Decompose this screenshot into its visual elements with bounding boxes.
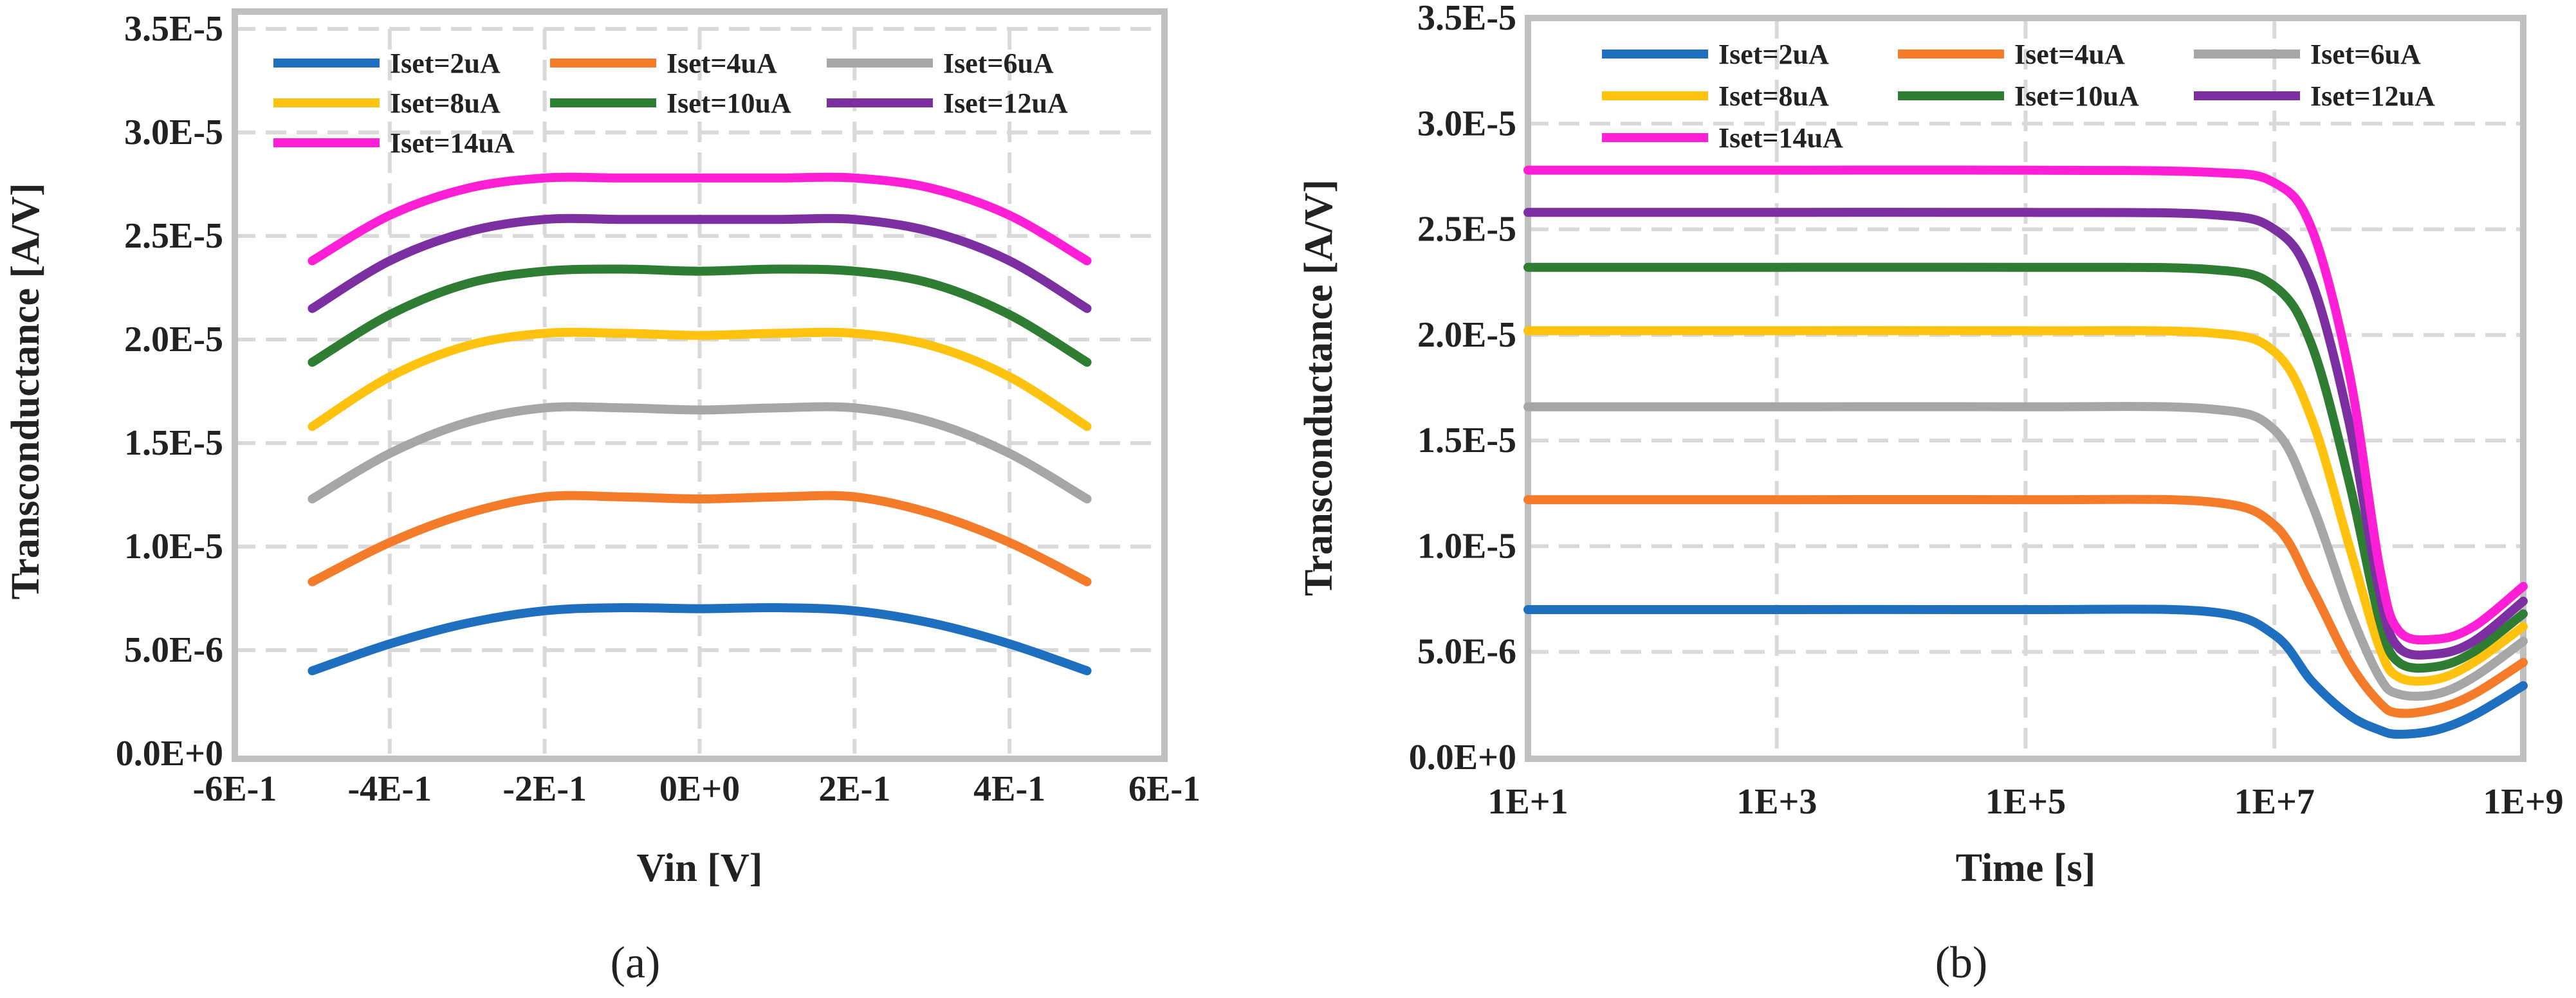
legend-label: Iset=10uA	[2014, 80, 2139, 112]
panel-b-transconductance-vs-time: 0.0E+0 5.0E-6 1.0E-5 1.5E-5 2.0E-5 2.5E-5 3.0E…	[1297, 0, 2564, 988]
legend-label: Iset=2uA	[390, 48, 501, 79]
panel-label: (b)	[1935, 938, 1988, 988]
y-tick-label: 2.5E-5	[124, 216, 223, 256]
legend-label: Iset=4uA	[2014, 39, 2125, 70]
series-line-iset-14ua	[1523, 165, 2528, 645]
series-line-iset-6ua	[1523, 402, 2528, 701]
x-tick-label: 6E-1	[1128, 769, 1201, 809]
legend-label: Iset=6uA	[943, 48, 1054, 79]
legend-label: Iset=4uA	[667, 48, 777, 79]
y-tick-label: 0.0E+0	[116, 734, 223, 774]
x-axis-title: Time [s]	[1956, 846, 2096, 890]
legend-label: Iset=2uA	[1718, 39, 1829, 70]
series-line-iset-10ua	[308, 264, 1092, 367]
legend-label: Iset=14uA	[1718, 122, 1843, 154]
x-tick-label: 1E+7	[2234, 782, 2315, 822]
y-tick-label: 1.0E-5	[124, 527, 223, 567]
plot-frame	[232, 8, 1168, 762]
y-tick-label: 5.0E-6	[124, 630, 223, 670]
x-tick-label: 1E+3	[1736, 782, 1817, 822]
legend-label: Iset=12uA	[943, 87, 1068, 119]
y-tick-label: 2.0E-5	[124, 320, 223, 359]
series-line-iset-4ua	[1523, 494, 2528, 718]
legend-label: Iset=6uA	[2310, 39, 2421, 70]
x-tick-label: -6E-1	[193, 769, 277, 809]
plot-frame	[1525, 15, 2526, 762]
y-tick-label: 5.0E-6	[1417, 632, 1516, 672]
y-tick-label: 1.5E-5	[124, 423, 223, 463]
y-tick-label: 2.5E-5	[1417, 210, 1516, 250]
legend-label: Iset=12uA	[2310, 80, 2435, 112]
series-line-iset-8ua	[1523, 326, 2528, 686]
y-tick-label: 3.5E-5	[1417, 0, 1516, 38]
series-line-iset-12ua	[1523, 208, 2528, 660]
y-tick-label: 0.0E+0	[1409, 738, 1516, 777]
y-tick-label: 1.5E-5	[1417, 421, 1516, 460]
panel-a-transconductance-vs-vin: 0.0E+0 5.0E-6 1.0E-5 1.5E-5 2.0E-5 2.5E-5 3.0E…	[4, 8, 1201, 988]
y-tick-label: 2.0E-5	[1417, 315, 1516, 355]
y-tick-label: 3.0E-5	[1417, 104, 1516, 143]
x-axis-title: Vin [V]	[637, 846, 763, 890]
x-tick-label: -4E-1	[348, 769, 432, 809]
y-tick-label: 3.0E-5	[124, 113, 223, 152]
series-line-iset-12ua	[308, 213, 1092, 313]
x-tick-label: 2E-1	[818, 769, 890, 809]
series-line-iset-2ua	[1523, 604, 2528, 739]
series-line-iset-2ua	[308, 603, 1092, 676]
legend-label: Iset=8uA	[390, 87, 501, 119]
x-tick-label: 4E-1	[973, 769, 1045, 809]
series-line-iset-8ua	[308, 327, 1092, 431]
series-line-iset-4ua	[308, 491, 1092, 586]
legend-label: Iset=8uA	[1718, 80, 1829, 112]
legend-label: Iset=10uA	[667, 87, 791, 119]
series-line-iset-10ua	[1523, 262, 2528, 673]
series-line-iset-6ua	[308, 402, 1092, 504]
x-tick-label: 1E+5	[1985, 782, 2066, 822]
y-tick-label: 3.5E-5	[124, 9, 223, 49]
x-tick-label: 0E+0	[659, 769, 740, 809]
panel-label: (a)	[611, 938, 661, 988]
y-axis-title: Transconductance [A/V]	[4, 183, 48, 599]
x-tick-label: -2E-1	[502, 769, 587, 809]
x-tick-label: 1E+1	[1487, 782, 1568, 822]
y-axis-title: Transconductance [A/V]	[1297, 179, 1341, 596]
series-line-iset-14ua	[308, 172, 1092, 266]
y-tick-label: 1.0E-5	[1417, 526, 1516, 566]
x-tick-label: 1E+9	[2483, 782, 2563, 822]
legend-label: Iset=14uA	[390, 127, 515, 159]
